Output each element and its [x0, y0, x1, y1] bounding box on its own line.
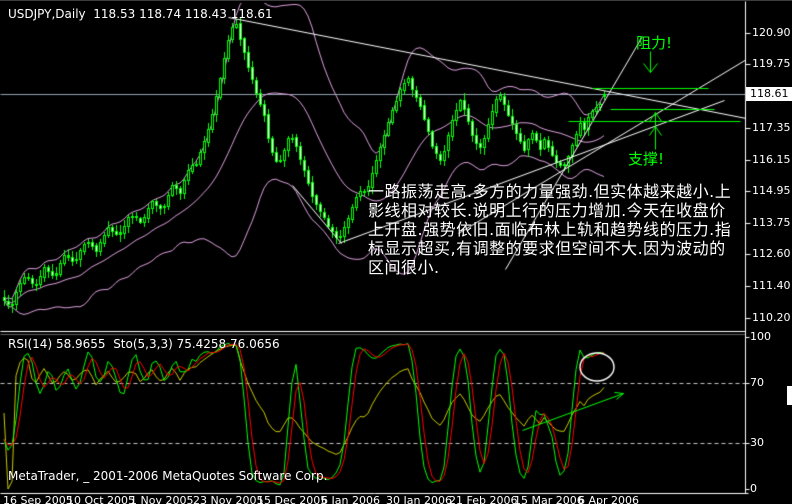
price-tick-label: 113.75: [752, 216, 791, 229]
date-tick-label: 23 Nov 2005: [193, 494, 264, 504]
analysis-note-line: 上开盘.强势依旧.面临布林上轨和趋势线的压力.指: [368, 220, 732, 239]
current-price-tag: 118.61: [746, 87, 792, 101]
date-tick-label: 6 Apr 2006: [578, 494, 640, 504]
indicator-tick-label: 70: [750, 376, 764, 389]
date-tick-label: 10 Oct 2005: [67, 494, 136, 504]
analysis-note-line: 影线相对较长.说明上行的压力增加.今天在收盘价: [368, 201, 726, 220]
scrollbar-thumb[interactable]: [787, 386, 792, 405]
analysis-note: 一路振荡走高.多方的力量强劲.但实体越来越小.上 影线相对较长.说明上行的压力增加…: [368, 182, 731, 277]
indicator-label: RSI(14) 58.9655 Sto(5,3,3) 75.4258 76.06…: [8, 337, 280, 351]
date-tick-label: 15 Dec 2005: [257, 494, 328, 504]
resistance-annotation: 阻力!: [636, 34, 673, 52]
analysis-note-line: 标显示超买,有调整的要求但空间不大.因为波动的: [368, 239, 726, 258]
date-tick-label: 16 Sep 2005: [3, 494, 73, 504]
date-tick-label: 15 Mar 2006: [514, 494, 584, 504]
date-tick-label: 6 Jan 2006: [321, 494, 380, 504]
price-tick-label: 111.40: [752, 279, 791, 292]
date-tick-label: 30 Jan 2006: [386, 494, 452, 504]
price-tick-label: 117.35: [752, 121, 791, 134]
date-tick-label: 1 Nov 2005: [130, 494, 194, 504]
date-tick-label: 21 Feb 2006: [449, 494, 518, 504]
price-tick-label: 114.95: [752, 184, 791, 197]
price-tick-label: 112.60: [752, 247, 791, 260]
analysis-note-line: 一路振荡走高.多方的力量强劲.但实体越来越小.上: [368, 182, 732, 201]
indicator-tick-label: 0: [750, 482, 757, 495]
price-tick-label: 119.75: [752, 57, 791, 70]
price-tick-label: 116.15: [752, 153, 791, 166]
symbol-title: USDJPY,Daily 118.53 118.74 118.43 118.61: [8, 7, 273, 21]
copyright-watermark: MetaTrader, _ 2001-2006 MetaQuotes Softw…: [8, 469, 328, 483]
price-tick-label: 120.90: [752, 26, 791, 39]
indicator-tick-label: 100: [750, 330, 771, 343]
support-annotation: 支撑!: [628, 150, 665, 168]
indicator-tick-label: 30: [750, 436, 764, 449]
analysis-note-line: 区间很小.: [368, 258, 440, 277]
price-tick-label: 110.20: [752, 311, 791, 324]
